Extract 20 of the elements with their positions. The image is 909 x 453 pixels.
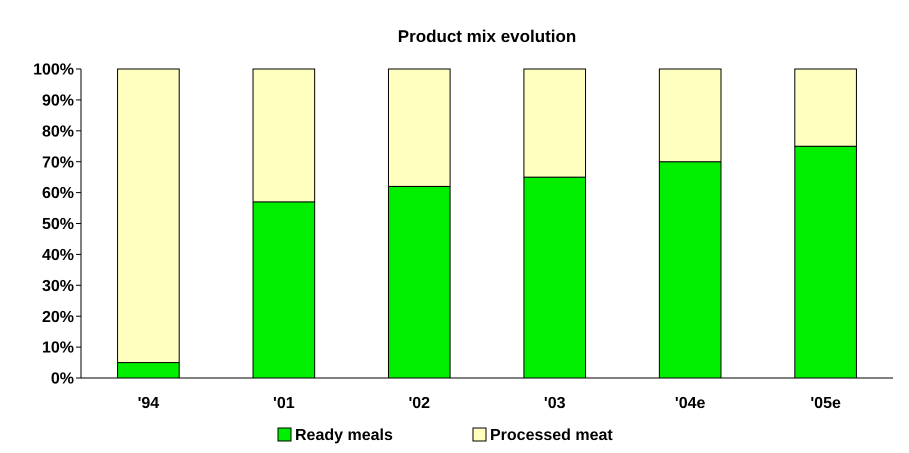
chart-title: Product mix evolution: [398, 27, 576, 46]
y-tick-label: 100%: [33, 62, 74, 79]
y-tick-label: 20%: [42, 308, 74, 326]
legend-label: Ready meals: [295, 427, 393, 444]
x-tick-label: '05e: [810, 395, 841, 412]
y-tick-label: 70%: [42, 154, 74, 172]
y-tick-label: 10%: [42, 340, 74, 357]
y-tick-label: 80%: [42, 123, 74, 140]
x-tick-label: '01: [273, 395, 295, 412]
x-tick-label: '03: [544, 395, 566, 412]
x-tick-label: '94: [138, 395, 160, 412]
x-tick-label: '04e: [674, 395, 706, 412]
y-tick-label: 50%: [42, 216, 74, 234]
legend-label: Processed meat: [490, 427, 614, 444]
y-tick-label: 0%: [50, 370, 74, 388]
x-tick-label: '02: [408, 395, 430, 412]
y-tick-label: 90%: [42, 92, 74, 110]
y-tick-label: 60%: [42, 185, 74, 202]
y-tick-label: 30%: [42, 278, 74, 295]
y-tick-label: 40%: [42, 247, 74, 264]
